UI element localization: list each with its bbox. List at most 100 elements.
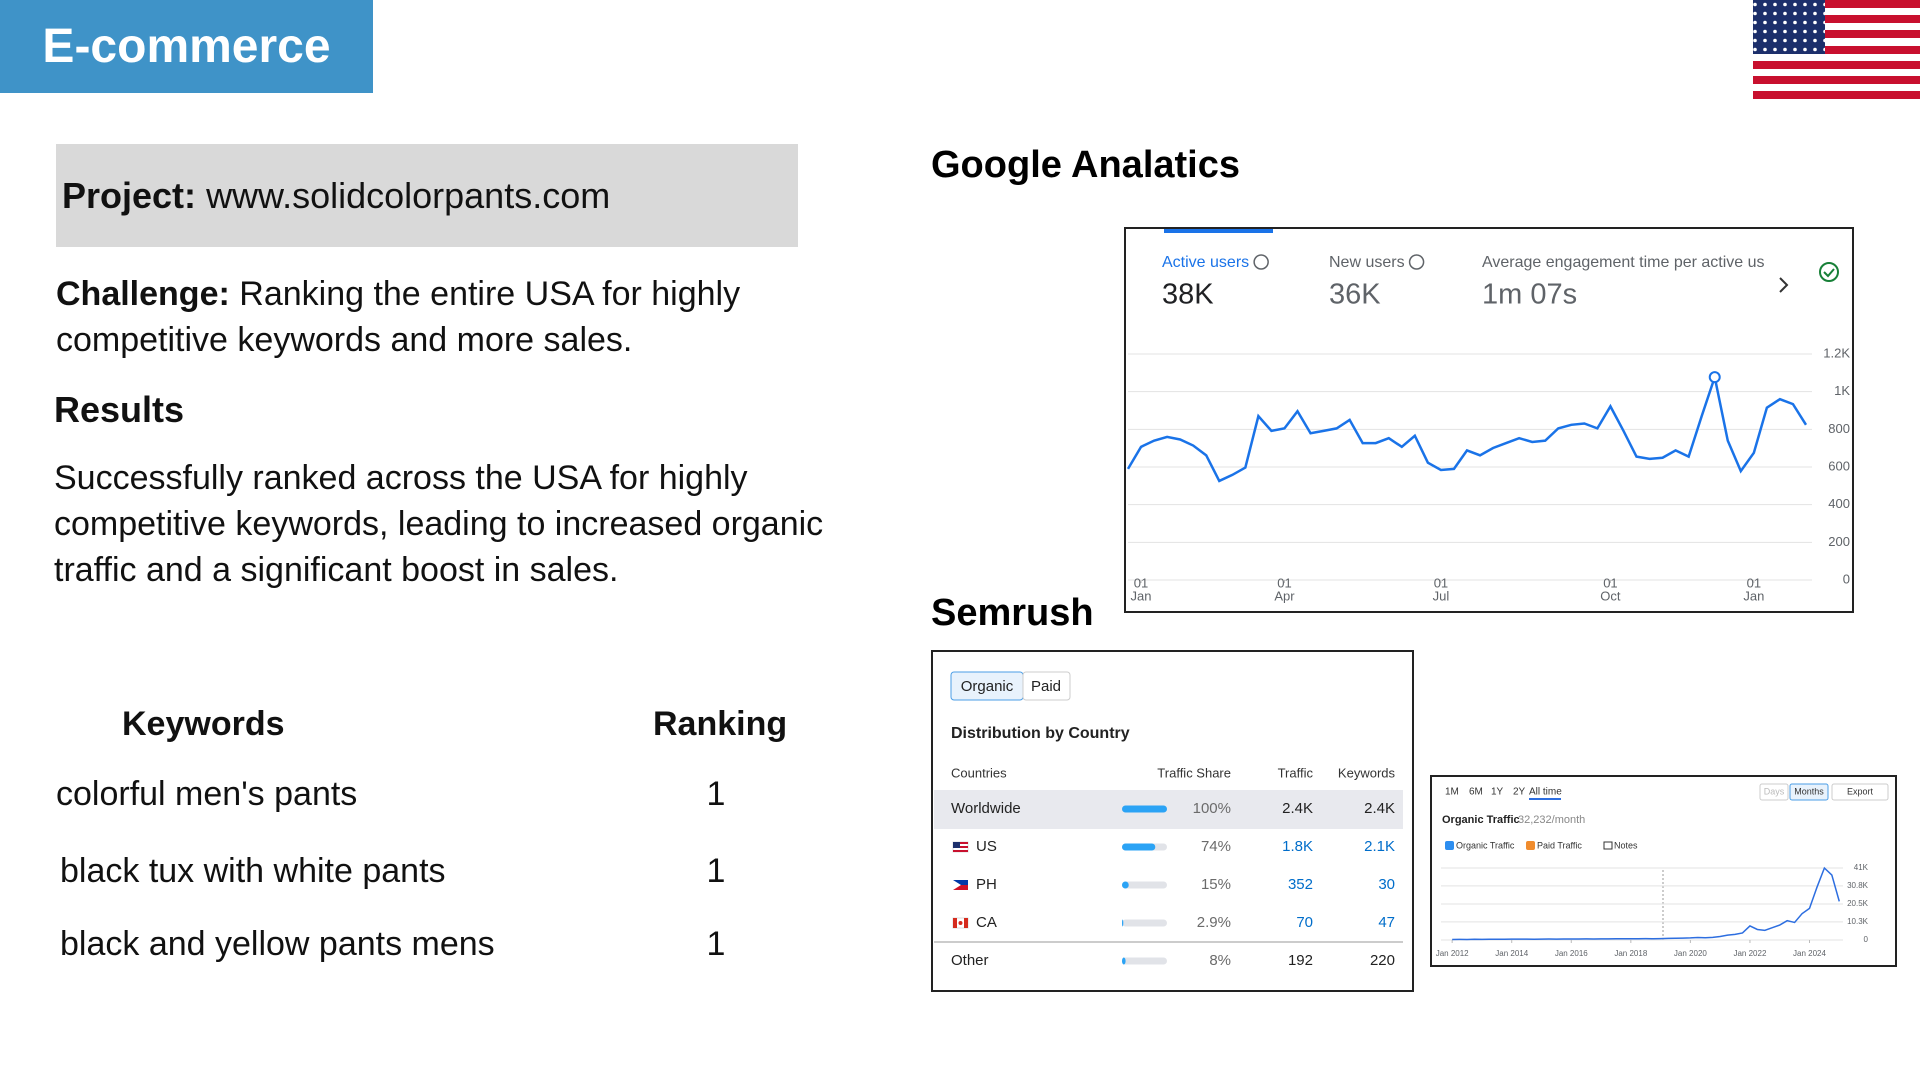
table-title: Distribution by Country <box>951 725 1130 742</box>
traffic: 2.4K <box>1282 800 1313 817</box>
semrush-title: Semrush <box>931 592 1094 634</box>
share-bar <box>1122 957 1126 965</box>
keyword: black tux with white pants <box>60 852 446 890</box>
country: Worldwide <box>951 800 1021 817</box>
button[interactable] <box>1831 783 1889 801</box>
chevron <box>1779 277 1789 293</box>
y-tick-label: 20.5K <box>1847 899 1869 908</box>
ga-tab <box>1164 229 1273 233</box>
legend-box[interactable] <box>1445 841 1454 850</box>
line <box>1126 372 1808 483</box>
y-tick-label: 0 <box>1843 571 1850 586</box>
range-tab[interactable]: 6M <box>1469 787 1483 798</box>
range-tab[interactable]: 1M <box>1445 787 1459 798</box>
keywords[interactable]: 2.1K <box>1364 838 1395 855</box>
x-tick-label: Jan 2018 <box>1614 949 1647 958</box>
toggle-label[interactable]: Paid <box>1031 678 1061 695</box>
results-title: Results <box>54 389 185 430</box>
y-tick-label: 600 <box>1828 458 1850 473</box>
keywords[interactable]: 47 <box>1378 914 1395 931</box>
point-marker <box>1708 371 1721 384</box>
share-bar <box>1122 919 1124 927</box>
share-track <box>1122 919 1167 927</box>
x-tick-label: Jan 2012 <box>1436 949 1469 958</box>
share-label: 74% <box>1201 838 1231 855</box>
keywords: 220 <box>1370 952 1395 969</box>
button[interactable] <box>1759 783 1789 801</box>
y-tick-label: 41K <box>1854 863 1869 872</box>
ranking: 1 <box>706 925 726 963</box>
legend-label[interactable]: Organic Traffic <box>1456 840 1515 850</box>
highlight-row <box>934 790 1403 829</box>
legend-label[interactable]: Notes <box>1614 840 1638 850</box>
range-tab[interactable]: All time <box>1529 787 1562 798</box>
chart-title: Organic Traffic <box>1442 814 1520 826</box>
y-tick-label: 800 <box>1828 421 1850 436</box>
x-tick-label: Jan 2016 <box>1555 949 1588 958</box>
button-label[interactable]: Export <box>1847 786 1874 796</box>
line <box>1452 866 1841 941</box>
keyword: colorful men's pants <box>56 775 358 813</box>
metric-label: Average engagement time per active us <box>1482 254 1765 271</box>
toggle-label[interactable]: Organic <box>961 678 1014 695</box>
y-tick-label: 1.2K <box>1823 345 1850 360</box>
status-check <box>1823 268 1835 278</box>
traffic[interactable]: 1.8K <box>1282 838 1313 855</box>
project-url: www.solidcolorpants.com <box>206 175 611 216</box>
chart-subtitle: 32,232/month <box>1518 814 1585 826</box>
button-label[interactable]: Months <box>1794 786 1824 796</box>
column-header: Countries <box>951 765 1007 780</box>
help-icon <box>1253 254 1269 270</box>
traffic[interactable]: 70 <box>1296 914 1313 931</box>
table-header: Keywords <box>122 705 285 743</box>
column-header: Traffic Share <box>1157 765 1231 780</box>
legend-label[interactable]: Paid Traffic <box>1537 840 1582 850</box>
country: US <box>976 838 997 855</box>
share-track <box>1122 957 1167 965</box>
keywords[interactable]: 30 <box>1378 876 1395 893</box>
x-tick-label: Oct <box>1600 588 1621 603</box>
challenge: Challenge: Ranking the entire USA for hi… <box>56 271 816 363</box>
country: PH <box>976 876 997 893</box>
metric-value: 38K <box>1162 279 1214 311</box>
country: CA <box>976 914 997 931</box>
y-tick-label: 200 <box>1828 534 1850 549</box>
us-flag <box>1753 0 1920 99</box>
range-tab[interactable]: 2Y <box>1513 787 1526 798</box>
ga-panel <box>1124 227 1854 613</box>
x-tick-label: Jan 2014 <box>1495 949 1528 958</box>
keywords: 2.4K <box>1364 800 1395 817</box>
notes-icon <box>1603 841 1613 850</box>
keyword: black and yellow pants mens <box>60 925 495 963</box>
legend-box[interactable] <box>1526 841 1535 850</box>
share-bar <box>1122 805 1167 813</box>
button[interactable] <box>1789 783 1829 801</box>
x-tick-label: Jan 2024 <box>1793 949 1826 958</box>
toggle-paid[interactable] <box>1022 671 1071 701</box>
y-tick-label: 400 <box>1828 496 1850 511</box>
share-bar <box>1122 881 1129 889</box>
x-tick-label: Apr <box>1274 588 1295 603</box>
x-tick-label: Jan <box>1743 588 1764 603</box>
metric-label: New users <box>1329 254 1405 271</box>
metric-value: 1m 07s <box>1482 279 1577 311</box>
traffic: 192 <box>1288 952 1313 969</box>
traffic[interactable]: 352 <box>1288 876 1313 893</box>
project-label: Project: <box>62 175 197 216</box>
country-flags <box>952 841 969 929</box>
y-tick-label: 1K <box>1834 383 1850 398</box>
button-label[interactable]: Days <box>1764 786 1785 796</box>
ranking: 1 <box>706 775 726 813</box>
badge: E-commerce <box>0 0 373 93</box>
metric-value: 36K <box>1329 279 1381 311</box>
challenge-label: Challenge: <box>56 275 230 313</box>
help-icon <box>1408 254 1425 270</box>
range-tab[interactable]: 1Y <box>1491 787 1504 798</box>
x-tick-label: Jul <box>1433 588 1450 603</box>
ranking: 1 <box>706 852 726 890</box>
ga-title: Google Analatics <box>931 144 1240 186</box>
table-header: Ranking <box>653 705 788 743</box>
share-label: 15% <box>1201 876 1231 893</box>
column-header: Traffic <box>1278 765 1314 780</box>
